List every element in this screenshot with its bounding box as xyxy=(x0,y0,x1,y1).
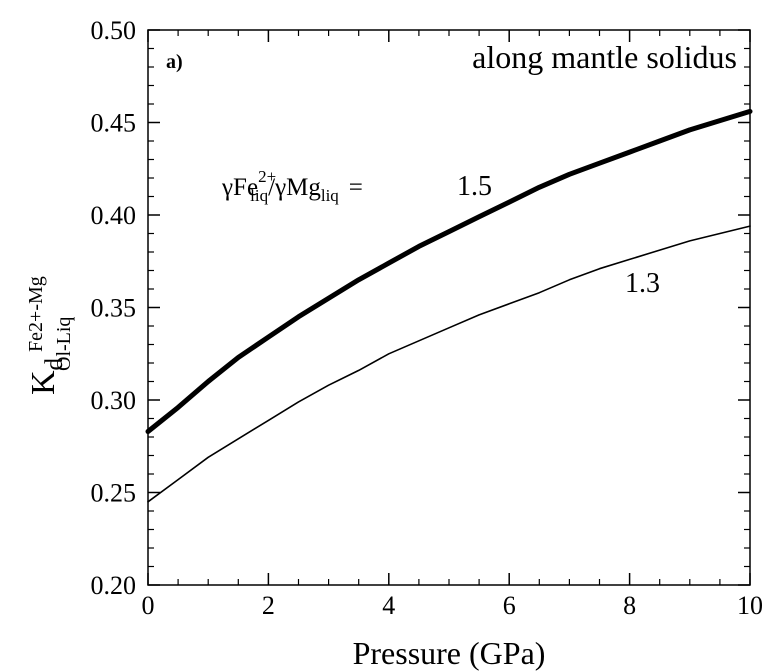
x-tick-labels: 0 2 4 6 8 10 xyxy=(142,591,764,620)
expr-fe-superscript: 2+ xyxy=(258,167,276,186)
y-axis-label: Kd Fe2+-Mg Ol-Liq xyxy=(25,276,75,395)
axis-ticks xyxy=(147,29,751,586)
expr-slash: / xyxy=(268,174,275,201)
y-tick-label: 0.20 xyxy=(91,571,137,600)
series-label-expression: γFe2+ liq/γMgliq = xyxy=(221,167,363,205)
y-tick-label: 0.40 xyxy=(91,201,137,230)
series-label-1-3: 1.3 xyxy=(625,268,660,299)
annotation-along-mantle-solidus: along mantle solidus xyxy=(472,39,737,75)
expr-gamma-mg: γMg xyxy=(274,174,321,201)
x-axis-label: Pressure (GPa) xyxy=(353,635,546,671)
series-label-1-5: 1.5 xyxy=(457,171,492,202)
series-line-1-3 xyxy=(147,225,751,503)
x-tick-label: 8 xyxy=(623,591,636,620)
series-lines xyxy=(145,108,753,503)
expr-equals: = xyxy=(349,174,363,201)
y-tick-label: 0.30 xyxy=(91,386,137,415)
x-tick-label: 2 xyxy=(262,591,275,620)
x-tick-label: 4 xyxy=(382,591,395,620)
y-tick-label: 0.25 xyxy=(91,479,137,508)
expr-mg-subscript: liq xyxy=(321,186,339,205)
expr-fe-subscript: liq xyxy=(250,186,268,205)
y-tick-labels: 0.20 0.25 0.30 0.35 0.40 0.45 0.50 xyxy=(91,16,137,600)
y-tick-label: 0.45 xyxy=(91,109,137,138)
y-axis-label-sub: d xyxy=(41,357,68,370)
y-axis-label-main: K xyxy=(25,370,62,395)
svg-text:KdFe2+-Mg: Kd Fe2+-Mg xyxy=(25,276,68,395)
expr-gamma-fe: γFe xyxy=(221,174,258,201)
x-tick-label: 6 xyxy=(503,591,516,620)
y-tick-label: 0.35 xyxy=(91,294,137,323)
series-line-1-5 xyxy=(145,108,753,434)
x-tick-label: 10 xyxy=(737,591,763,620)
y-tick-label: 0.50 xyxy=(91,16,137,45)
y-axis-label-superscript: Fe2+-Mg xyxy=(25,276,47,352)
x-tick-label: 0 xyxy=(142,591,155,620)
y-axis-label-subscript: Ol-Liq xyxy=(53,317,75,371)
panel-label: a) xyxy=(166,51,183,73)
plot-frame xyxy=(147,29,751,586)
